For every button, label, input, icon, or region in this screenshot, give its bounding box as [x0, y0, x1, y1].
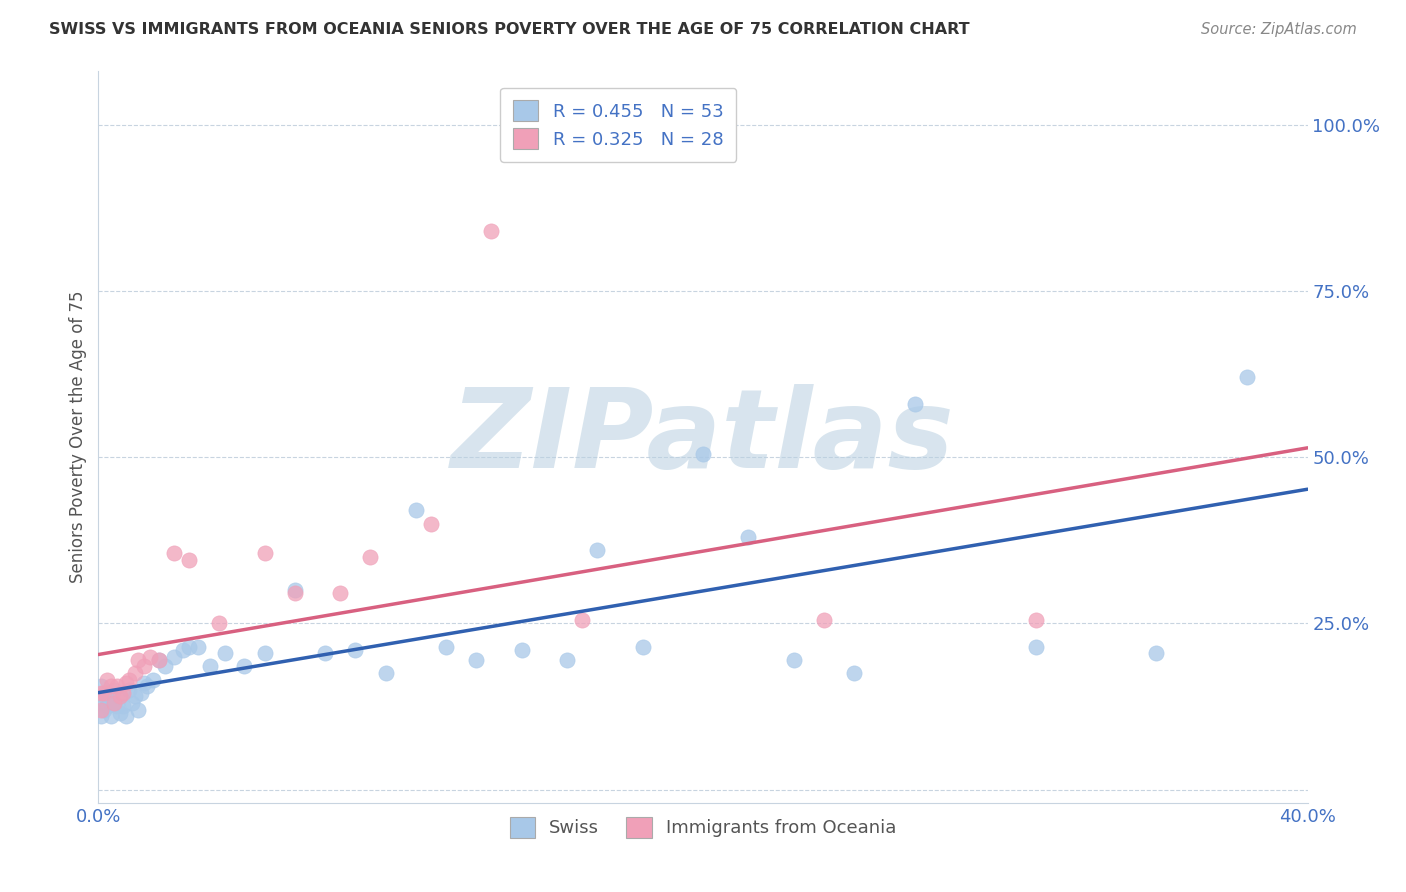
- Point: [187, 640, 209, 654]
- Point: [344, 643, 367, 657]
- Point: [405, 503, 427, 517]
- Point: [148, 653, 170, 667]
- Point: [127, 653, 149, 667]
- Point: [132, 676, 155, 690]
- Point: [555, 653, 578, 667]
- Point: [737, 530, 759, 544]
- Point: [90, 686, 112, 700]
- Point: [105, 699, 128, 714]
- Point: [253, 646, 276, 660]
- Point: [124, 666, 146, 681]
- Point: [813, 613, 835, 627]
- Point: [129, 686, 152, 700]
- Point: [329, 586, 352, 600]
- Point: [586, 543, 609, 558]
- Point: [163, 649, 186, 664]
- Point: [692, 447, 714, 461]
- Point: [214, 646, 236, 660]
- Text: SWISS VS IMMIGRANTS FROM OCEANIA SENIORS POVERTY OVER THE AGE OF 75 CORRELATION : SWISS VS IMMIGRANTS FROM OCEANIA SENIORS…: [49, 22, 970, 37]
- Point: [179, 553, 201, 567]
- Point: [93, 703, 115, 717]
- Point: [108, 690, 131, 704]
- Point: [208, 616, 231, 631]
- Point: [105, 680, 128, 694]
- Point: [135, 680, 157, 694]
- Point: [1024, 613, 1046, 627]
- Point: [465, 653, 488, 667]
- Point: [374, 666, 396, 681]
- Text: Source: ZipAtlas.com: Source: ZipAtlas.com: [1201, 22, 1357, 37]
- Point: [93, 686, 115, 700]
- Text: ZIPatlas: ZIPatlas: [451, 384, 955, 491]
- Point: [153, 659, 176, 673]
- Point: [253, 546, 276, 560]
- Point: [284, 586, 307, 600]
- Point: [1236, 370, 1258, 384]
- Point: [510, 643, 533, 657]
- Legend: Swiss, Immigrants from Oceania: Swiss, Immigrants from Oceania: [502, 810, 904, 845]
- Point: [90, 680, 112, 694]
- Point: [844, 666, 866, 681]
- Point: [100, 680, 122, 694]
- Point: [100, 696, 122, 710]
- Point: [103, 696, 125, 710]
- Point: [111, 686, 134, 700]
- Point: [111, 699, 134, 714]
- Point: [314, 646, 336, 660]
- Point: [163, 546, 186, 560]
- Point: [481, 224, 503, 238]
- Point: [148, 653, 170, 667]
- Point: [121, 696, 143, 710]
- Point: [114, 676, 136, 690]
- Point: [783, 653, 806, 667]
- Y-axis label: Seniors Poverty Over the Age of 75: Seniors Poverty Over the Age of 75: [69, 291, 87, 583]
- Point: [114, 709, 136, 723]
- Point: [103, 696, 125, 710]
- Point: [127, 703, 149, 717]
- Point: [118, 682, 141, 697]
- Point: [93, 690, 115, 704]
- Point: [96, 686, 118, 700]
- Point: [360, 549, 382, 564]
- Point: [90, 696, 112, 710]
- Point: [118, 673, 141, 687]
- Point: [571, 613, 593, 627]
- Point: [90, 709, 112, 723]
- Point: [1144, 646, 1167, 660]
- Point: [132, 659, 155, 673]
- Point: [232, 659, 254, 673]
- Point: [172, 643, 194, 657]
- Point: [96, 673, 118, 687]
- Point: [420, 516, 443, 531]
- Point: [434, 640, 457, 654]
- Point: [103, 682, 125, 697]
- Point: [108, 690, 131, 704]
- Point: [200, 659, 222, 673]
- Point: [179, 640, 201, 654]
- Point: [1024, 640, 1046, 654]
- Point: [139, 649, 162, 664]
- Point: [904, 397, 927, 411]
- Point: [90, 703, 112, 717]
- Point: [124, 690, 146, 704]
- Point: [284, 582, 307, 597]
- Point: [96, 699, 118, 714]
- Point: [142, 673, 165, 687]
- Point: [100, 709, 122, 723]
- Point: [108, 706, 131, 720]
- Point: [631, 640, 654, 654]
